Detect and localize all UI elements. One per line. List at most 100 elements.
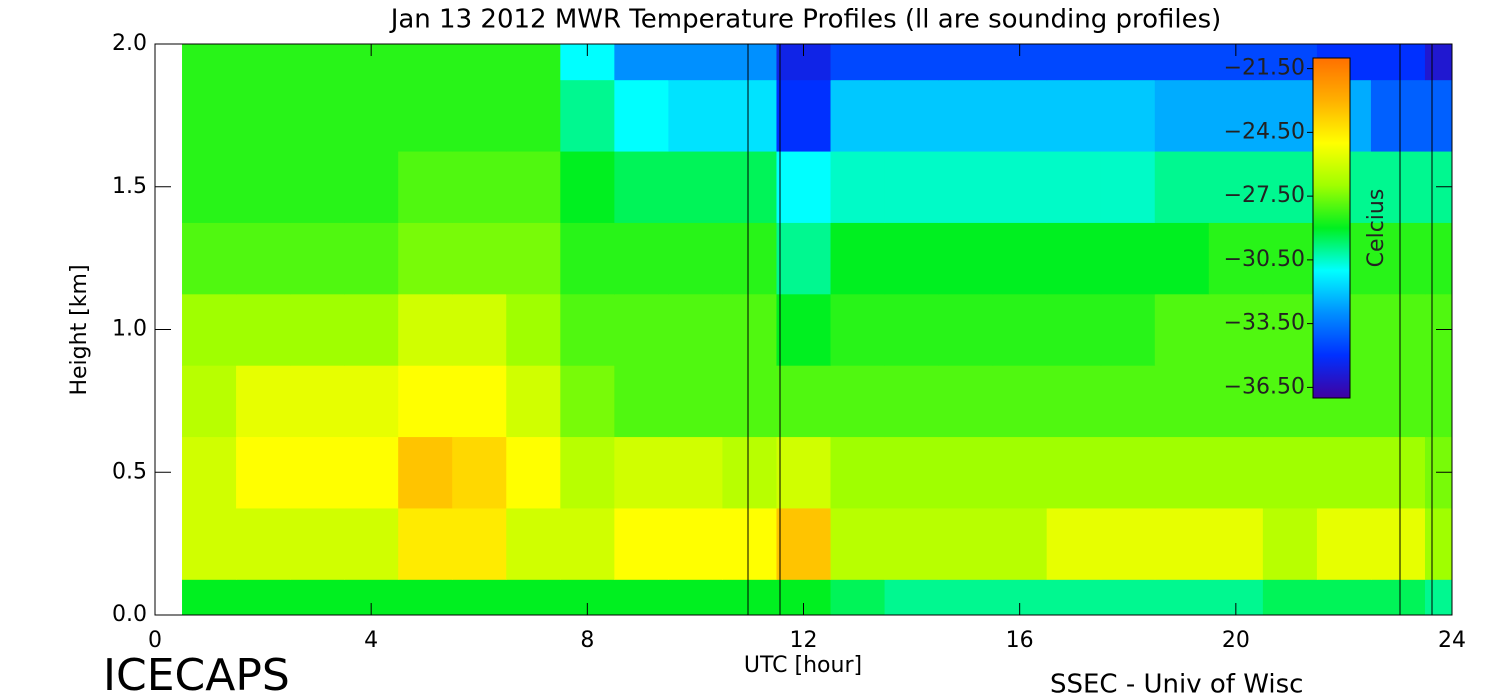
heatmap-cell [992, 79, 1048, 152]
colorbar-label: Celcius [1364, 189, 1389, 268]
heatmap-cell [506, 436, 561, 509]
heatmap-cell [560, 151, 615, 223]
heatmap-cell [1100, 436, 1156, 509]
heatmap-cell [884, 579, 940, 615]
x-tick-label: 4 [364, 628, 378, 653]
heatmap-cell [1046, 79, 1102, 152]
heatmap-cell [1208, 436, 1264, 509]
heatmap-cell [776, 436, 832, 509]
heatmap-cell [452, 44, 507, 81]
heatmap-cell [290, 436, 345, 509]
heatmap-cell [1046, 579, 1102, 615]
heatmap-cell [452, 79, 507, 152]
heatmap-cell [452, 151, 507, 223]
heatmap-cell [1154, 365, 1210, 438]
heatmap-cell [1424, 579, 1452, 615]
heatmap-cell [1370, 44, 1426, 81]
heatmap-cell [1208, 365, 1264, 438]
heatmap-cell [614, 436, 669, 509]
y-tick-label: 0.5 [112, 459, 147, 484]
heatmap-cell [1154, 79, 1210, 152]
x-tick-label: 0 [148, 628, 162, 653]
heatmap-cell [506, 222, 561, 295]
heatmap-cell [830, 79, 886, 152]
heatmap-cell [398, 436, 453, 509]
heatmap-cell [722, 365, 777, 438]
heatmap-cell [884, 222, 940, 295]
heatmap-cell [344, 507, 399, 580]
heatmap-cell [668, 579, 723, 615]
heatmap-cell [290, 579, 345, 615]
colorbar-tick-label: −24.50 [1224, 119, 1305, 144]
heatmap-cell [884, 507, 940, 580]
heatmap-cell [1262, 365, 1318, 438]
heatmap-cell [1154, 507, 1210, 580]
heatmap-cell [182, 436, 237, 509]
heatmap-cell [614, 293, 669, 366]
heatmap-cell [722, 436, 777, 509]
heatmap-cell [1370, 151, 1426, 223]
heatmap-cell [290, 151, 345, 223]
heatmap-cell [1046, 151, 1102, 223]
heatmap-cell [830, 507, 886, 580]
heatmap-cell [830, 436, 886, 509]
heatmap-cell [1370, 79, 1426, 152]
heatmap-cell [236, 436, 291, 509]
heatmap-cell [452, 579, 507, 615]
heatmap-cell [1424, 365, 1452, 438]
heatmap-cell [506, 44, 561, 81]
heatmap-cell [614, 579, 669, 615]
heatmap-cell [884, 293, 940, 366]
heatmap-cell [560, 79, 615, 152]
heatmap-cell [452, 436, 507, 509]
x-tick-label: 16 [1006, 628, 1034, 653]
heatmap-cell [668, 222, 723, 295]
heatmap-cell [992, 151, 1048, 223]
heatmap-cell [1316, 507, 1372, 580]
heatmap-cell [182, 222, 237, 295]
colorbar-tick-label: −21.50 [1224, 56, 1305, 81]
heatmap-cell [344, 293, 399, 366]
heatmap-cell [776, 507, 832, 580]
heatmap-cell [668, 79, 723, 152]
heatmap-cell [1100, 507, 1156, 580]
heatmap-cell [506, 293, 561, 366]
heatmap-cell [1100, 151, 1156, 223]
x-tick-label: 20 [1222, 628, 1250, 653]
heatmap-cell [1424, 44, 1452, 81]
heatmap-cell [1262, 222, 1318, 295]
heatmap-cell [1208, 222, 1264, 295]
heatmap-cell [1370, 222, 1426, 295]
heatmap-cell [776, 151, 832, 223]
heatmap-cell [1370, 507, 1426, 580]
heatmap-cell [614, 507, 669, 580]
heatmap-cell [398, 222, 453, 295]
heatmap-cell [1208, 507, 1264, 580]
heatmap-cell [1424, 507, 1452, 580]
heatmap-cell [722, 222, 777, 295]
heatmap-cell [1100, 293, 1156, 366]
heatmap-cell [1100, 365, 1156, 438]
heatmap-cell [992, 293, 1048, 366]
heatmap-cell [452, 507, 507, 580]
heatmap-cell [1370, 365, 1426, 438]
heatmap-cell [938, 293, 994, 366]
x-tick-label: 12 [790, 628, 818, 653]
heatmap [182, 44, 1452, 615]
heatmap-cell [1262, 151, 1318, 223]
heatmap-cell [182, 151, 237, 223]
heatmap-cell [1262, 79, 1318, 152]
heatmap-cell [398, 579, 453, 615]
heatmap-cell [668, 436, 723, 509]
chart-title: Jan 13 2012 MWR Temperature Profiles (ll… [389, 5, 1222, 35]
heatmap-cell [938, 436, 994, 509]
heatmap-cell [938, 222, 994, 295]
heatmap-cell [776, 293, 832, 366]
heatmap-cell [830, 151, 886, 223]
heatmap-cell [1046, 436, 1102, 509]
heatmap-cell [1154, 151, 1210, 223]
y-tick-label: 1.5 [112, 174, 147, 199]
heatmap-cell [884, 365, 940, 438]
heatmap-cell [1262, 507, 1318, 580]
heatmap-cell [1046, 507, 1102, 580]
